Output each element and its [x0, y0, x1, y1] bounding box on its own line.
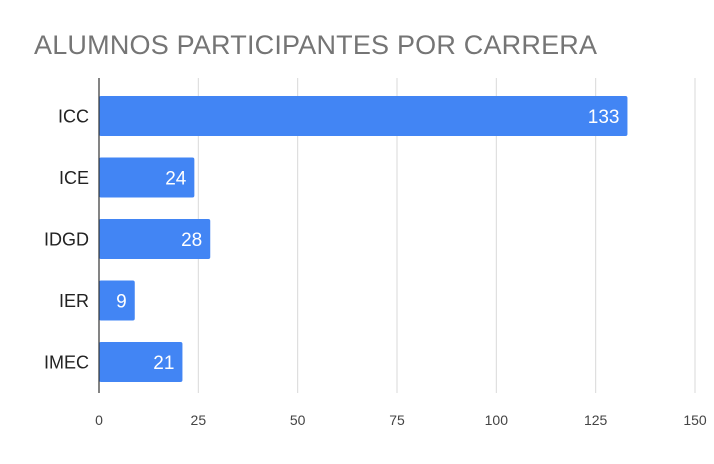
x-tick-label: 100: [485, 412, 509, 428]
category-label: ICE: [59, 168, 89, 188]
category-label: IER: [59, 291, 89, 311]
bar: [99, 96, 628, 136]
bar: [99, 280, 135, 321]
x-tick-label: 25: [191, 412, 207, 428]
data-label: 9: [116, 292, 127, 313]
x-tick-label: 0: [95, 412, 103, 428]
category-label: ICC: [58, 107, 89, 127]
category-label: IDGD: [44, 230, 89, 250]
x-tick-label: 150: [683, 412, 707, 428]
data-label: 133: [588, 107, 620, 128]
data-label: 21: [153, 353, 174, 374]
x-tick-label: 50: [290, 412, 306, 428]
data-label: 24: [165, 169, 187, 190]
bar: [99, 342, 183, 382]
x-tick-label: 125: [584, 412, 608, 428]
bar: [99, 219, 211, 259]
chart-title: ALUMNOS PARTICIPANTES POR CARRERA: [34, 30, 598, 60]
bar: [99, 157, 195, 198]
data-label: 28: [181, 230, 202, 251]
x-tick-label: 75: [389, 412, 405, 428]
category-label: IMEC: [44, 353, 89, 373]
